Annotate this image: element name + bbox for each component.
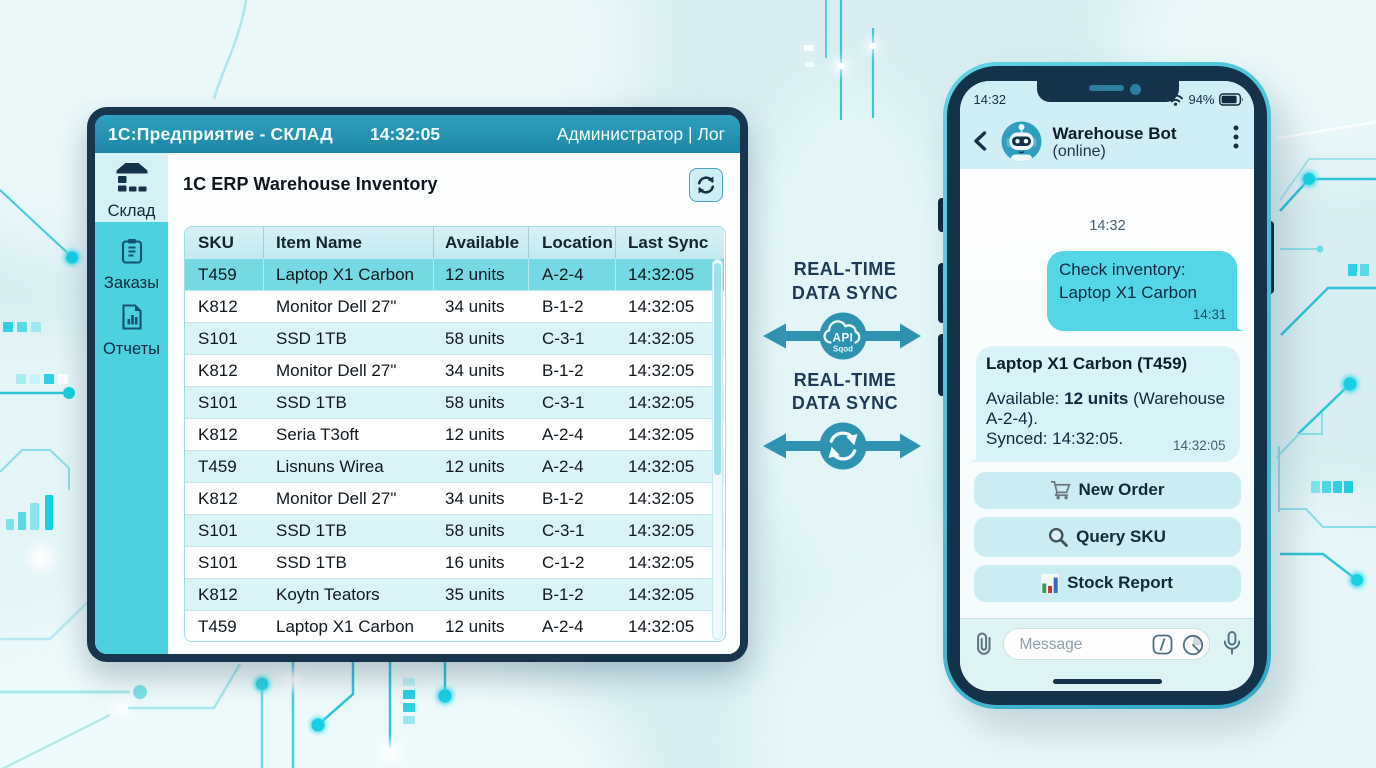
svg-text:Sqod: Sqod <box>833 345 853 354</box>
svg-text:API: API <box>833 333 854 345</box>
